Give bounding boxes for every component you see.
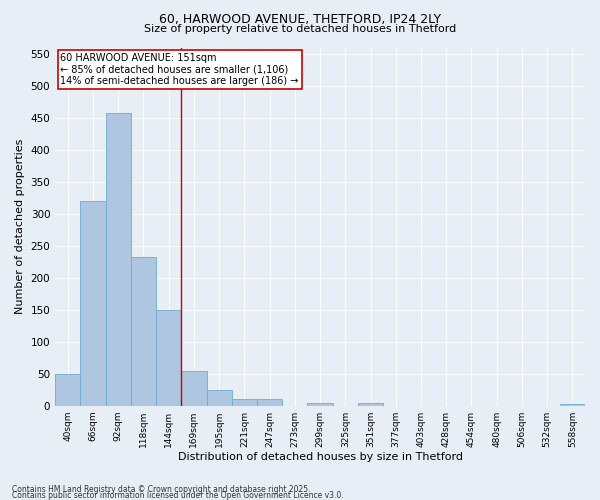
Text: 60 HARWOOD AVENUE: 151sqm
← 85% of detached houses are smaller (1,106)
14% of se: 60 HARWOOD AVENUE: 151sqm ← 85% of detac… [61,53,299,86]
Text: Contains public sector information licensed under the Open Government Licence v3: Contains public sector information licen… [12,490,344,500]
Bar [257,400,282,406]
Bar [55,374,80,406]
Text: 60, HARWOOD AVENUE, THETFORD, IP24 2LY: 60, HARWOOD AVENUE, THETFORD, IP24 2LY [159,12,441,26]
Bar [206,390,232,406]
Bar [131,258,156,406]
Bar [358,402,383,406]
Bar [560,404,585,406]
Bar [80,201,106,406]
Y-axis label: Number of detached properties: Number of detached properties [15,139,25,314]
Text: Size of property relative to detached houses in Thetford: Size of property relative to detached ho… [144,24,456,34]
X-axis label: Distribution of detached houses by size in Thetford: Distribution of detached houses by size … [178,452,463,462]
Bar [307,402,332,406]
Bar [181,371,206,406]
Bar [232,400,257,406]
Bar [106,114,131,406]
Bar [156,310,181,406]
Text: Contains HM Land Registry data © Crown copyright and database right 2025.: Contains HM Land Registry data © Crown c… [12,484,311,494]
